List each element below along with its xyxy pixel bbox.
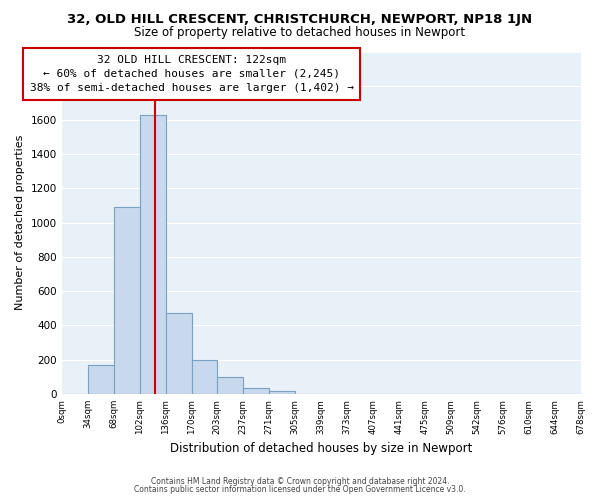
Text: 32, OLD HILL CRESCENT, CHRISTCHURCH, NEWPORT, NP18 1JN: 32, OLD HILL CRESCENT, CHRISTCHURCH, NEW…	[67, 12, 533, 26]
Bar	[217, 377, 243, 394]
Text: Contains public sector information licensed under the Open Government Licence v3: Contains public sector information licen…	[134, 485, 466, 494]
Bar	[140, 115, 166, 394]
Text: Size of property relative to detached houses in Newport: Size of property relative to detached ho…	[134, 26, 466, 39]
Bar	[192, 360, 217, 394]
Y-axis label: Number of detached properties: Number of detached properties	[15, 135, 25, 310]
Text: 32 OLD HILL CRESCENT: 122sqm
← 60% of detached houses are smaller (2,245)
38% of: 32 OLD HILL CRESCENT: 122sqm ← 60% of de…	[30, 55, 354, 93]
Bar	[88, 365, 114, 394]
Bar	[243, 388, 269, 394]
X-axis label: Distribution of detached houses by size in Newport: Distribution of detached houses by size …	[170, 442, 472, 455]
Bar	[269, 392, 295, 394]
Bar	[166, 314, 192, 394]
Bar	[114, 208, 140, 394]
Text: Contains HM Land Registry data © Crown copyright and database right 2024.: Contains HM Land Registry data © Crown c…	[151, 477, 449, 486]
